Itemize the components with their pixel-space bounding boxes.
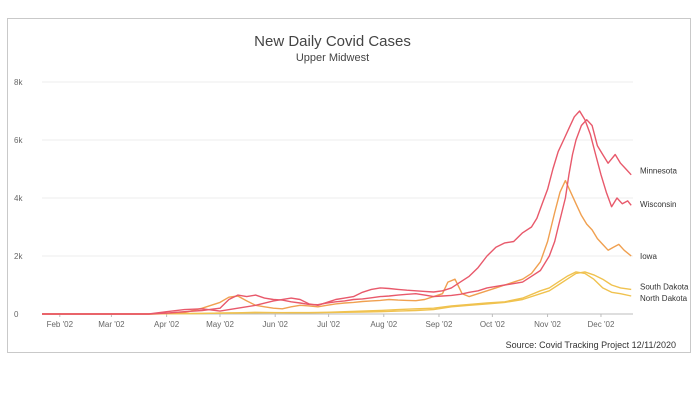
x-tick-label-5: Jul '02 <box>317 320 340 329</box>
series-line-south-dakota <box>42 271 632 315</box>
series-label-south-dakota: South Dakota <box>640 282 689 291</box>
x-tick-label-8: Oct '02 <box>480 320 506 329</box>
y-tick-label-1: 2k <box>14 252 23 261</box>
x-tick-label-9: Nov '02 <box>534 320 561 329</box>
y-tick-label-0: 0 <box>14 310 19 319</box>
chart-title: New Daily Covid Cases <box>254 33 411 50</box>
y-tick-label-4: 8k <box>14 78 23 87</box>
x-tick-label-0: Feb '02 <box>47 320 74 329</box>
y-tick-label-3: 6k <box>14 136 23 145</box>
chart-subtitle: Upper Midwest <box>295 52 370 64</box>
x-tick-label-2: Apr '02 <box>154 320 180 329</box>
series-line-minnesota <box>42 119 632 315</box>
x-tick-label-7: Sep '02 <box>426 320 453 329</box>
series-line-wisconsin <box>42 110 632 315</box>
series-label-minnesota: Minnesota <box>640 166 677 175</box>
y-tick-label-2: 4k <box>14 194 23 203</box>
x-tick-label-4: Jun '02 <box>262 320 288 329</box>
series-label-north-dakota: North Dakota <box>640 294 688 303</box>
x-tick-label-3: May '02 <box>206 320 234 329</box>
series-label-iowa: Iowa <box>640 252 657 261</box>
series-label-wisconsin: Wisconsin <box>640 200 676 209</box>
x-tick-label-10: Dec '02 <box>588 320 615 329</box>
chart-source: Source: Covid Tracking Project 12/11/202… <box>505 340 676 350</box>
x-tick-label-1: Mar '02 <box>98 320 125 329</box>
x-tick-label-6: Aug '02 <box>370 320 397 329</box>
